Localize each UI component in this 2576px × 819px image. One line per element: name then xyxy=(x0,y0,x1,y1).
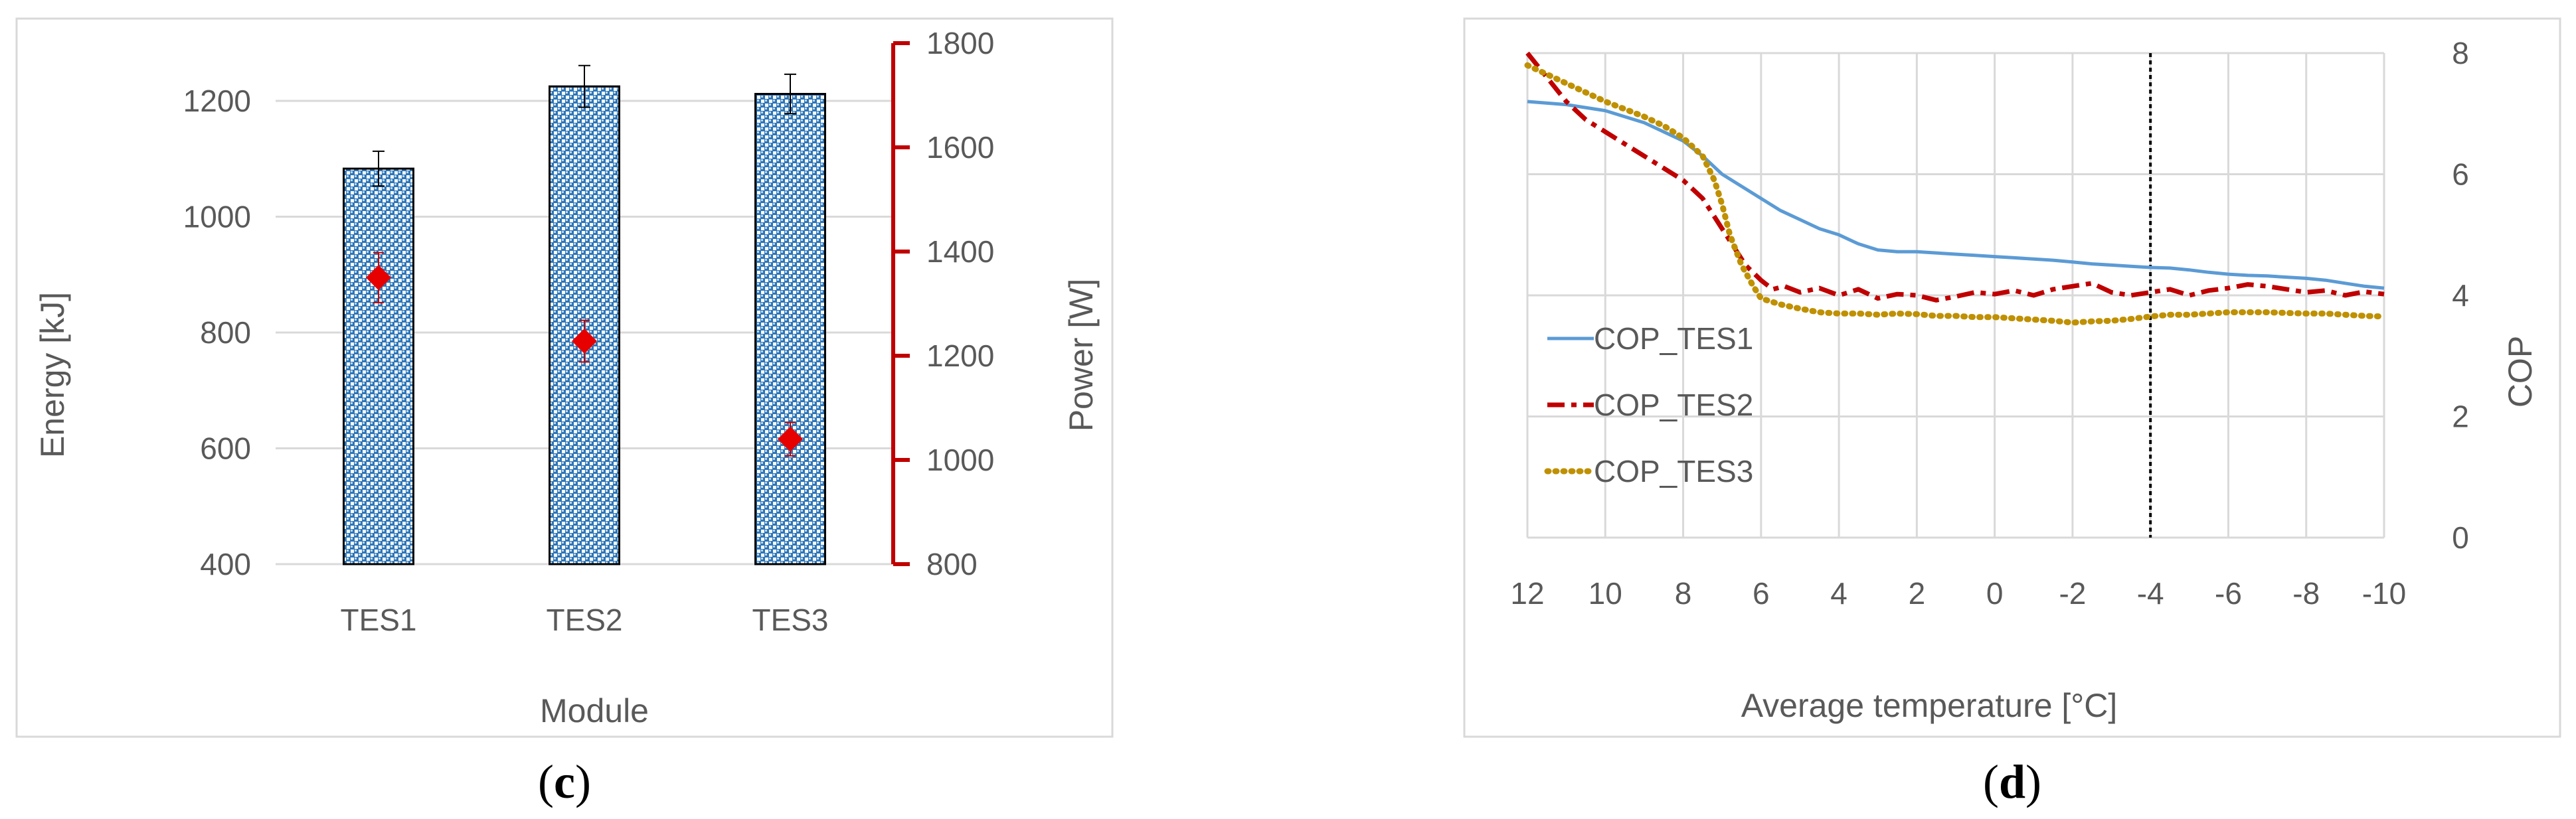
chart-d-ytick-label: 8 xyxy=(2452,36,2469,70)
legend-label-cop-tes3: COP_TES3 xyxy=(1594,454,1753,488)
chart-c-y2tick-label: 1800 xyxy=(926,26,994,60)
chart-d-xtick-label: 4 xyxy=(1830,576,1847,611)
chart-c-power-marker-tes2 xyxy=(572,329,597,354)
panel-label-d-open: ( xyxy=(1983,755,1999,808)
chart-d-xtick-label: 12 xyxy=(1510,576,1544,611)
chart-c-bar-error-tes1 xyxy=(373,150,385,187)
chart-c-y2tick-label: 1400 xyxy=(926,234,994,269)
chart-c-bar-tes3 xyxy=(754,93,826,565)
panel-label-c-open: ( xyxy=(538,755,554,808)
chart-c-ytick-label: 1000 xyxy=(183,200,251,234)
chart-d-xtick-label: -8 xyxy=(2292,576,2320,611)
panel-label-c: (c) xyxy=(538,755,591,808)
chart-c-ylabel: Energy [kJ] xyxy=(34,292,71,458)
chart-d-xtick-label: -4 xyxy=(2137,576,2164,611)
chart-d-xtick-label: 0 xyxy=(1986,576,2004,611)
chart-d-xtick-label: -6 xyxy=(2215,576,2242,611)
chart-c-bar-error-tes2 xyxy=(578,64,590,108)
energy-power-chart: 400 600 800 1000 1200 800 1000 1200 1400 1600 180… xyxy=(15,17,1114,738)
chart-d-line-cop-tes1 xyxy=(1527,100,2385,290)
chart-c-ytick-label: 600 xyxy=(200,431,251,466)
chart-c-bar-error-tes3 xyxy=(784,73,796,115)
chart-d-xtick-label: -2 xyxy=(2059,576,2086,611)
chart-c-xtick-label: TES1 xyxy=(340,603,416,637)
panel-label-c-close: ) xyxy=(575,755,591,808)
chart-c-y2tick-label: 1200 xyxy=(926,338,994,373)
chart-c-ytick-label: 1200 xyxy=(183,84,251,118)
panel-label-d-close: ) xyxy=(2025,755,2041,808)
chart-d-xtick-label: 6 xyxy=(1753,576,1770,611)
chart-d-xtick-label: 2 xyxy=(1909,576,1926,611)
panel-label-c-letter: c xyxy=(554,755,575,808)
chart-c-y2tick-label: 1000 xyxy=(926,443,994,477)
chart-d-xtick-label: -10 xyxy=(2362,576,2406,611)
chart-d-line-cop-tes2 xyxy=(1525,51,2385,303)
chart-c-xtick-label: TES2 xyxy=(546,603,622,637)
chart-d-ytick-label: 6 xyxy=(2452,157,2469,192)
panel-label-c-text: (c) xyxy=(538,755,591,808)
chart-c-power-marker-tes1 xyxy=(366,265,391,291)
chart-c-power-marker-tes3 xyxy=(778,426,803,452)
chart-d-ylabel: COP xyxy=(2502,336,2539,408)
chart-c-ytick-label: 400 xyxy=(200,547,251,581)
panel-label-d-text: (d) xyxy=(1983,755,2041,808)
chart-c-ylabel-right: Power [W] xyxy=(1063,279,1100,432)
panel-label-d: (d) xyxy=(1983,755,2041,808)
chart-c-xtick-label: TES3 xyxy=(752,603,828,637)
panel-label-d-letter: d xyxy=(1999,755,2025,808)
chart-c-xlabel: Module xyxy=(540,692,649,729)
chart-d-xlabel: Average temperature [°C] xyxy=(1741,687,2118,724)
chart-c-y2tick-label: 1600 xyxy=(926,130,994,165)
chart-d-xtick-label: 8 xyxy=(1675,576,1692,611)
chart-d-ytick-label: 0 xyxy=(2452,520,2469,555)
chart-c-y2tick-label: 800 xyxy=(926,547,978,581)
legend-label-cop-tes1: COP_TES1 xyxy=(1594,321,1753,356)
chart-d-frame xyxy=(1463,17,2561,738)
chart-d-ytick-label: 4 xyxy=(2452,278,2469,313)
chart-d-ytick-label: 2 xyxy=(2452,400,2469,434)
chart-c-ytick-label: 800 xyxy=(200,315,251,350)
chart-d-xtick-label: 10 xyxy=(1589,576,1622,611)
chart-c-bar-tes1 xyxy=(343,167,414,565)
chart-d-line-cop-tes3 xyxy=(1524,62,2387,326)
legend-label-cop-tes2: COP_TES2 xyxy=(1594,388,1753,422)
cop-temperature-chart: 0 2 4 6 8 12 10 8 6 4 2 0 -2 -4 -6 -8 -10 COP_TES1 COP_T… xyxy=(1463,17,2561,738)
